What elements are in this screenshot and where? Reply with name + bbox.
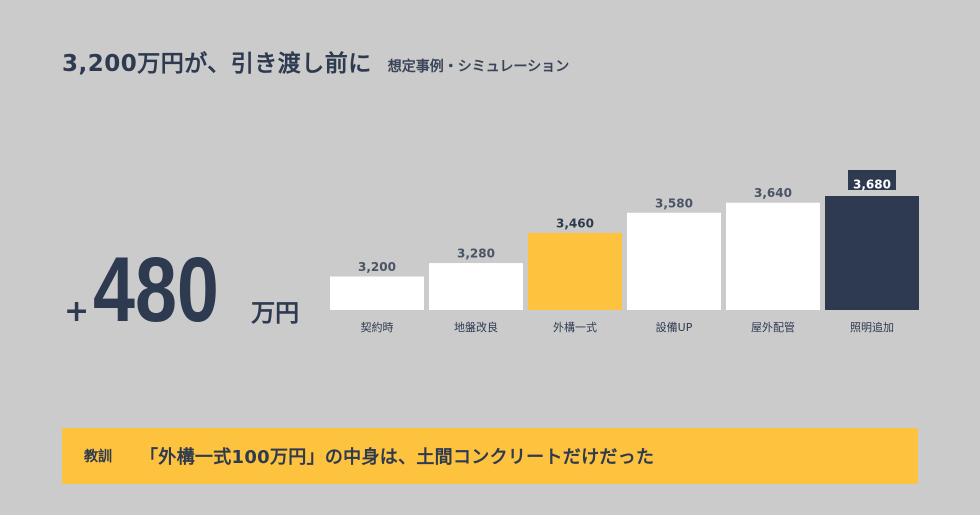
lesson-text: 「外構一式100万円」の中身は、土間コンクリートだけだった — [140, 447, 655, 468]
page-subtitle: 想定事例・シミュレーション — [387, 59, 570, 75]
total-increase: + 480 万円 — [64, 244, 299, 336]
value-label: 3,640 — [754, 186, 792, 200]
category-label: 外構一式 — [553, 321, 597, 334]
category-label: 地盤改良 — [454, 320, 498, 334]
lesson-banner: 教訓 「外構一式100万円」の中身は、土間コンクリートだけだった — [62, 428, 918, 484]
page-title: 3,200万円が、引き渡し前に — [62, 51, 372, 77]
category-label: 契約時 — [361, 320, 394, 334]
bar-1 — [330, 276, 424, 310]
increase-unit: 万円 — [251, 299, 300, 327]
bar-5 — [726, 202, 820, 310]
value-label: 3,460 — [556, 216, 594, 230]
increase-sign: + — [64, 294, 90, 329]
bar-3 — [528, 232, 622, 310]
bar-4 — [627, 212, 721, 310]
bar-2 — [429, 263, 523, 310]
value-label: 3,280 — [457, 247, 495, 261]
lesson-tag: 教訓 — [84, 449, 112, 465]
increase-value: 480 — [93, 239, 220, 341]
bar-6 — [825, 196, 919, 310]
value-label: 3,200 — [358, 260, 396, 274]
category-label: 設備UP — [656, 320, 693, 334]
header: 3,200万円が、引き渡し前に 想定事例・シミュレーション — [62, 44, 569, 78]
value-label-badge — [848, 170, 896, 190]
value-label: 3,580 — [655, 196, 693, 210]
category-label: 屋外配管 — [751, 320, 795, 334]
category-label: 照明追加 — [850, 320, 894, 334]
value-label: 3,680 — [853, 178, 891, 192]
